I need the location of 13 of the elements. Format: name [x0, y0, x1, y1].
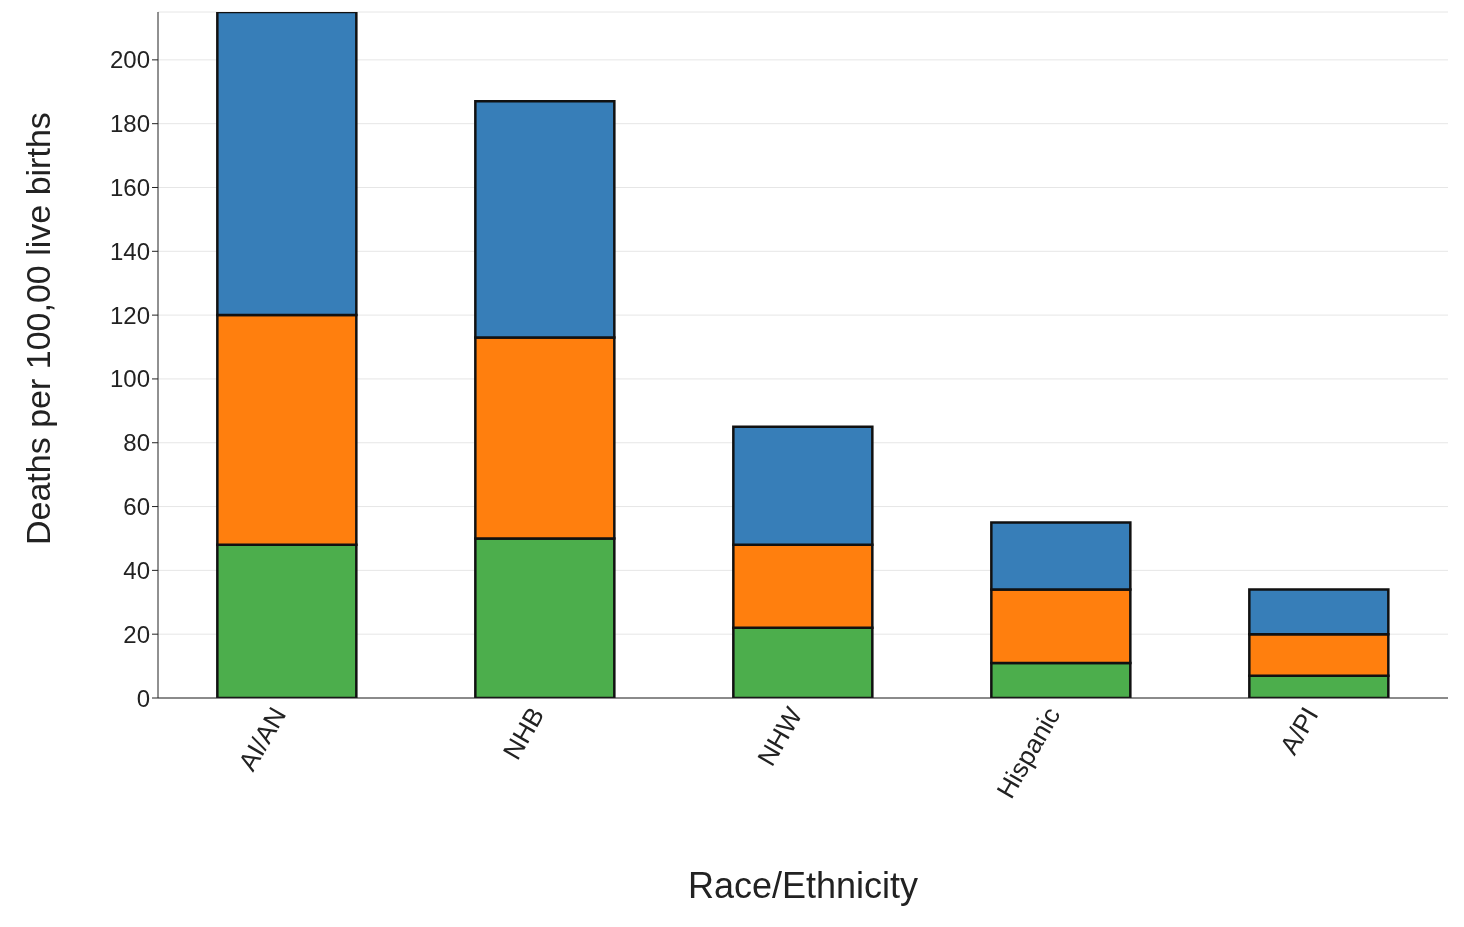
y-tick-label: 80	[123, 429, 150, 457]
y-tick-label: 160	[109, 174, 150, 202]
y-tick-label: 140	[109, 237, 150, 265]
y-tick-label: 40	[123, 556, 150, 584]
y-tick-label: 0	[136, 684, 150, 712]
y-tick-label: 120	[109, 301, 150, 329]
y-tick-label: 100	[109, 365, 150, 393]
x-axis-title: Race/Ethnicity	[687, 865, 919, 906]
y-tick-label: 180	[109, 110, 150, 138]
y-tick-label: 60	[123, 493, 150, 521]
y-axis-title: Deaths per 100,00 live births	[19, 112, 58, 545]
y-tick-label: 200	[109, 46, 150, 74]
y-tick-label: 20	[123, 620, 150, 648]
